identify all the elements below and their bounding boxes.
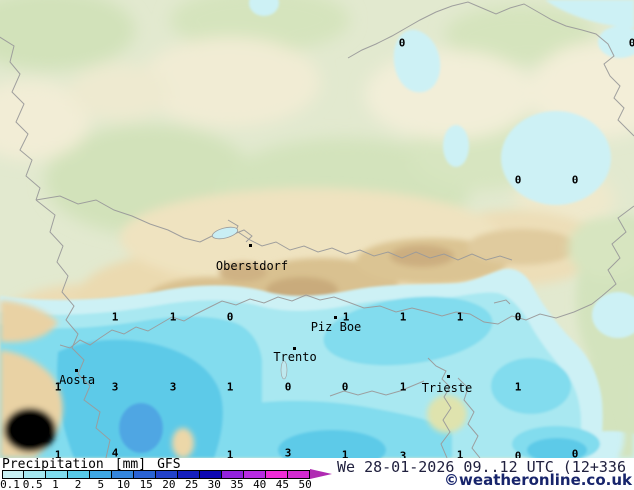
terrain-islands xyxy=(0,300,634,458)
colorbar-tick: 25 xyxy=(184,478,199,490)
colorbar-segment xyxy=(90,470,112,479)
legend-title: Precipitation xyxy=(2,457,104,472)
colorbar-tick: 10 xyxy=(116,478,131,490)
colorbar-segment xyxy=(68,470,90,479)
colorbar-segment xyxy=(222,470,244,479)
colorbar-tick: 1 xyxy=(52,478,59,490)
colorbar-tick: 20 xyxy=(162,478,176,490)
copyright: ©weatheronline.co.uk xyxy=(444,471,632,489)
lake-constance xyxy=(211,226,239,240)
colorbar-tick: 15 xyxy=(139,478,153,490)
legend-title-row: Precipitation [mm] GFS xyxy=(2,457,192,472)
weather-map: Oberstdorf Piz Boe Trento Aosta Trieste 0 0 0 0 1… xyxy=(0,0,634,458)
colorbar-segment xyxy=(156,470,178,479)
colorbar-overflow-arrow xyxy=(310,469,332,479)
precipitation-colorbar xyxy=(2,470,310,479)
colorbar-segment xyxy=(200,470,222,479)
colorbar-tick: 40 xyxy=(253,478,267,490)
colorbar-segment xyxy=(134,470,156,479)
colorbar-tick: 45 xyxy=(275,478,290,490)
colorbar-segment xyxy=(178,470,200,479)
legend-model: GFS xyxy=(157,457,181,472)
colorbar-tick: 5 xyxy=(97,478,105,490)
forecast-datetime: We 28-01-2026 09..12 UTC (12+336 xyxy=(337,458,626,476)
colorbar-tick: 0.1 xyxy=(0,478,20,490)
legend-band: Precipitation [mm] GFS 0.1 0.5 1 2 5 10 15 20 25 30… xyxy=(0,457,634,490)
colorbar-segment xyxy=(46,470,68,479)
colorbar-segment xyxy=(288,470,310,479)
country-borders xyxy=(0,1,634,458)
colorbar-tick: 30 xyxy=(207,478,221,490)
lakes xyxy=(211,226,288,380)
colorbar-tick: 0.5 xyxy=(22,478,43,490)
colorbar-segment xyxy=(112,470,134,479)
colorbar-tick: 50 xyxy=(298,478,312,490)
colorbar-tick: 35 xyxy=(230,478,244,490)
colorbar-segment xyxy=(266,470,288,479)
map-canvas xyxy=(0,0,634,458)
lake-garda xyxy=(280,360,288,380)
colorbar-segment xyxy=(24,470,46,479)
legend-unit: [mm] xyxy=(114,457,147,472)
colorbar-tick: 2 xyxy=(74,478,82,490)
colorbar-segment xyxy=(2,470,24,479)
colorbar-segment xyxy=(244,470,266,479)
